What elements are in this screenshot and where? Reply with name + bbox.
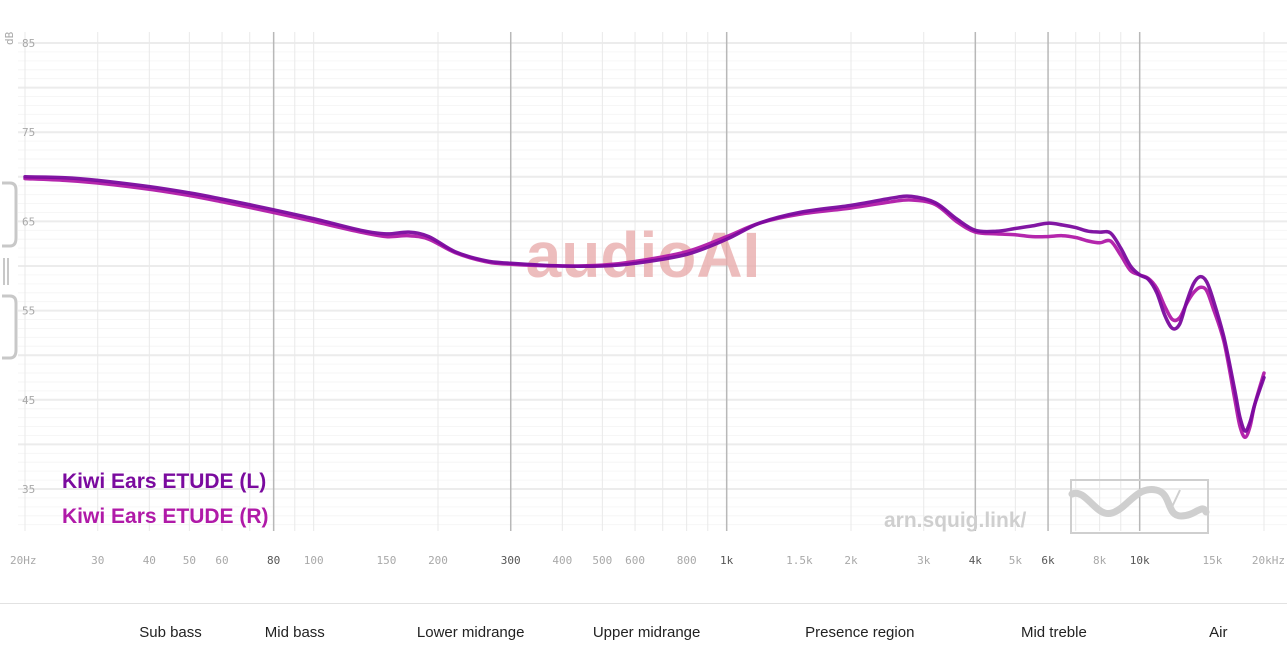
band-label: Air (1209, 624, 1228, 641)
x-tick-label: 60 (215, 554, 228, 567)
y-tick-label: 35 (22, 483, 35, 496)
series-line-1[interactable] (23, 176, 1266, 440)
x-tick-label: 20Hz (10, 554, 37, 567)
y-scale-handle[interactable] (2, 181, 18, 360)
x-tick-label: 6k (1041, 554, 1055, 567)
band-label: Upper midrange (592, 624, 701, 641)
y-tick-label: 85 (22, 37, 35, 50)
series-line-0[interactable] (23, 175, 1266, 433)
x-tick-label: 4k (969, 554, 983, 567)
x-tick-label: 20kHz (1252, 554, 1285, 567)
watermark-logo: audioAI (526, 219, 761, 291)
x-tick-label: 3k (917, 554, 931, 567)
x-tick-label: 1.5k (786, 554, 813, 567)
y-axis-label: dB (3, 31, 16, 45)
x-tick-label: 8k (1093, 554, 1107, 567)
x-tick-label: 400 (552, 554, 572, 567)
y-tick-label: 45 (22, 394, 35, 407)
legend: Kiwi Ears ETUDE (L) Kiwi Ears ETUDE (R) (62, 470, 269, 528)
source-url: arn.squig.link/ (884, 509, 1027, 532)
y-axis-ticks: 85 75 65 55 45 35 (22, 37, 35, 496)
x-tick-label: 80 (267, 554, 280, 567)
legend-entry-0[interactable]: Kiwi Ears ETUDE (L) (62, 470, 266, 493)
x-tick-label: 150 (376, 554, 396, 567)
x-tick-label: 2k (844, 554, 858, 567)
x-tick-label: 600 (625, 554, 645, 567)
band-label: Mid treble (1020, 624, 1087, 641)
x-tick-label: 30 (91, 554, 104, 567)
x-tick-label: 1k (720, 554, 734, 567)
major-grid (272, 32, 1141, 531)
frequency-band-labels: Sub bass Mid bass Lower midrange Upper midr… (0, 603, 1287, 656)
scale-handle-top-bracket[interactable] (2, 181, 18, 248)
band-label: Sub bass (139, 624, 202, 641)
x-tick-label: 40 (143, 554, 156, 567)
y-tick-label: 55 (22, 305, 35, 318)
y-tick-label: 75 (22, 126, 35, 139)
x-tick-label: 800 (677, 554, 697, 567)
frequency-response-chart: audioAI 20Hz 30 40 50 60 80 100 150 200 300 400 500… (2, 31, 1287, 567)
band-label: Mid bass (264, 624, 325, 641)
minor-grid (18, 32, 1287, 531)
band-label: Presence region (805, 624, 915, 641)
x-tick-label: 15k (1202, 554, 1222, 567)
x-tick-label: 5k (1009, 554, 1023, 567)
x-tick-label: 300 (501, 554, 521, 567)
scale-handle-bottom-bracket[interactable] (2, 294, 18, 360)
band-label: Lower midrange (416, 624, 525, 641)
y-tick-label: 65 (22, 215, 35, 228)
x-tick-label: 200 (428, 554, 448, 567)
curves (23, 175, 1266, 440)
squiglink-logo (1068, 479, 1210, 534)
x-tick-label: 100 (304, 554, 324, 567)
x-tick-label: 10k (1130, 554, 1150, 567)
x-tick-label: 50 (183, 554, 196, 567)
legend-entry-1[interactable]: Kiwi Ears ETUDE (R) (62, 505, 269, 528)
x-axis-ticks: 20Hz 30 40 50 60 80 100 150 200 300 400 500 600 800 1k… (10, 554, 1285, 567)
x-tick-label: 500 (592, 554, 612, 567)
